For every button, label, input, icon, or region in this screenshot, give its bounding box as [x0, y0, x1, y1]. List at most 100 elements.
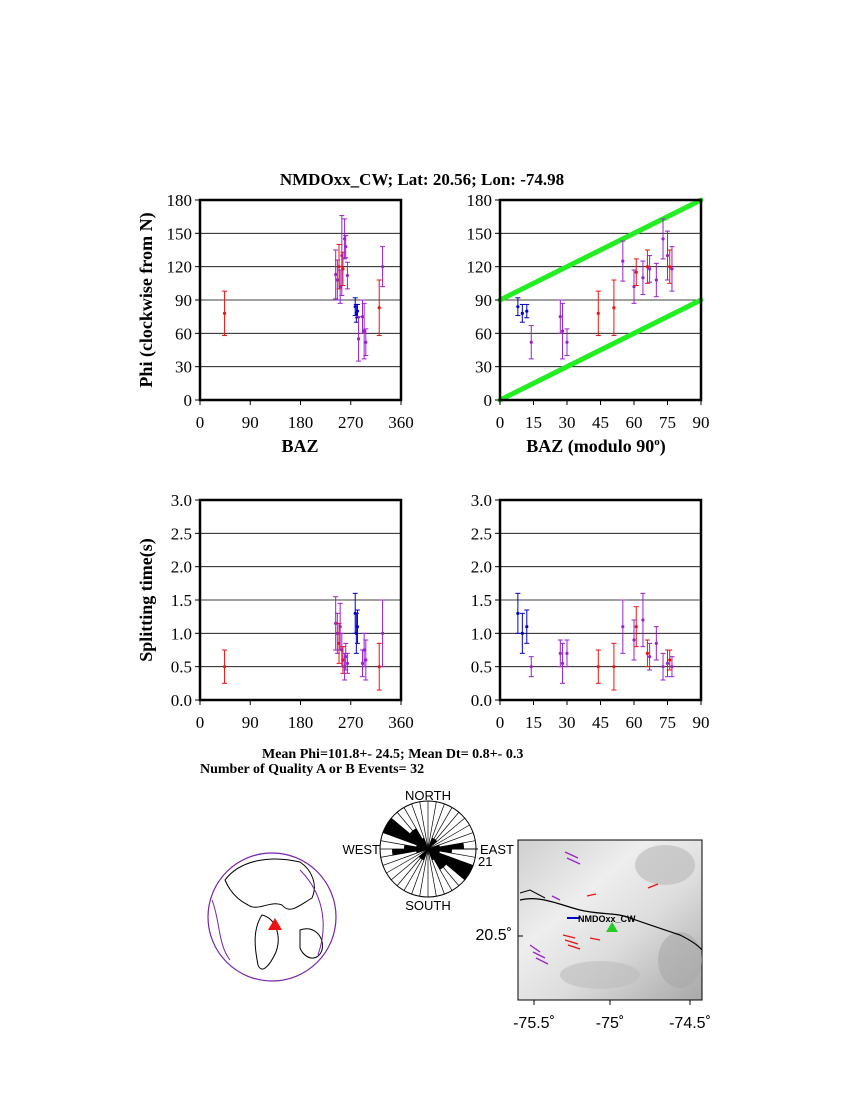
rose-east-label: EAST — [480, 842, 514, 857]
rose-spoke — [427, 824, 470, 850]
globe-coast-north — [224, 858, 315, 910]
regional-map: NMDOxx_CW 20.5˚ -75.5˚ -75˚ -74.5˚ — [476, 839, 711, 1032]
rose-north-label: NORTH — [405, 788, 451, 803]
data-point — [644, 639, 650, 668]
rose-spoke — [419, 848, 429, 897]
dt-ylabel: Splitting time(s) — [136, 538, 157, 662]
map-lon-tick-3: -74.5˚ — [669, 1015, 711, 1032]
y-tick-label: 60 — [175, 324, 192, 343]
data-point — [363, 639, 369, 681]
rose-spoke — [427, 848, 453, 891]
rose-count-label: 21 — [478, 854, 492, 869]
y-tick-label: 120 — [167, 258, 193, 277]
data-point — [361, 302, 367, 360]
y-tick-label: 150 — [167, 224, 193, 243]
rose-spoke — [411, 848, 429, 895]
x-tick-label: 90 — [693, 413, 710, 432]
rose-spoke — [411, 803, 429, 850]
rose-spoke — [396, 848, 429, 886]
data-point — [361, 632, 367, 668]
data-point — [344, 261, 350, 290]
x-tick-label: 0 — [496, 713, 505, 732]
data-point — [354, 609, 360, 644]
data-point — [344, 652, 350, 674]
rose-spoke — [427, 803, 445, 850]
rose-spoke — [427, 848, 460, 886]
baz90-xlabel-sup: o — [654, 436, 660, 448]
data-point — [222, 649, 228, 684]
data-point — [620, 599, 626, 654]
data-point — [519, 303, 525, 323]
data-point — [653, 626, 659, 661]
y-tick-label: 120 — [467, 258, 493, 277]
rose-spoke — [427, 848, 470, 874]
rose-petal — [428, 849, 444, 870]
x-tick-label: 0 — [196, 713, 205, 732]
rose-spoke — [427, 848, 474, 866]
x-tick-label: 0 — [496, 413, 505, 432]
x-tick-label: 360 — [388, 413, 414, 432]
map-station-label: NMDOxx_CW — [578, 914, 636, 924]
data-point — [557, 639, 563, 668]
rose-petal — [386, 818, 428, 849]
rose-spoke — [380, 848, 429, 858]
rose-spoke — [427, 840, 476, 850]
data-point — [647, 255, 653, 283]
data-point — [660, 652, 666, 681]
data-point — [669, 656, 675, 678]
rose-spoke — [427, 848, 437, 897]
dt-baz-panel: 0 90 180 270 360 0.0 0.5 1.0 1.5 2.0 2.5 3.0 — [171, 491, 414, 732]
x-tick-label: 45 — [592, 413, 609, 432]
x-tick-label: 0 — [196, 413, 205, 432]
rose-petal — [382, 825, 428, 849]
data-point — [631, 269, 637, 304]
data-point — [669, 246, 675, 292]
x-tick-label: 30 — [559, 413, 576, 432]
x-tick-label: 90 — [693, 713, 710, 732]
data-point — [631, 619, 637, 661]
phi-baz90-panel: 0 15 30 45 60 75 90 0 30 60 90 120 150 180 — [467, 191, 710, 432]
data-point — [611, 279, 617, 337]
x-tick-label: 60 — [626, 713, 643, 732]
y-tick-label: 1.5 — [471, 591, 492, 610]
data-point — [376, 642, 382, 691]
map-coastline — [519, 898, 703, 951]
stats-line1: Mean Phi=101.8+- 24.5; Mean Dt= 0.8+- 0.… — [262, 747, 523, 762]
data-point — [334, 259, 340, 301]
rose-petal — [428, 849, 470, 880]
data-point — [667, 249, 673, 284]
x-tick-label: 75 — [659, 713, 676, 732]
globe-station-marker — [268, 918, 282, 930]
data-point — [343, 642, 349, 671]
y-tick-label: 2.0 — [171, 558, 192, 577]
x-tick-label: 15 — [525, 413, 542, 432]
x-tick-label: 30 — [559, 713, 576, 732]
rose-spoke — [427, 848, 465, 881]
map-station-marker — [606, 922, 618, 932]
x-tick-label: 90 — [242, 713, 259, 732]
rose-west-label: WEST — [342, 842, 380, 857]
x-tick-label: 180 — [288, 713, 314, 732]
x-tick-label: 75 — [659, 413, 676, 432]
y-tick-label: 30 — [175, 358, 192, 377]
data-point — [557, 299, 563, 334]
y-tick-label: 180 — [167, 191, 193, 210]
data-point — [356, 316, 362, 362]
y-tick-label: 180 — [467, 191, 493, 210]
data-point — [336, 243, 342, 290]
y-tick-label: 3.0 — [171, 491, 192, 510]
rose-spoke — [380, 840, 429, 850]
x-tick-label: 270 — [338, 713, 364, 732]
globe-plate-boundary-1 — [211, 899, 231, 961]
data-point — [337, 602, 343, 651]
data-point — [667, 649, 673, 671]
phi-baz-panel: 0 90 180 270 360 0 30 60 90 120 150 180 — [167, 191, 414, 432]
data-point — [222, 290, 228, 337]
map-split-bars — [529, 851, 659, 965]
data-point — [633, 606, 639, 648]
data-point — [640, 260, 646, 295]
figure-title: NMDOxx_CW; Lat: 20.56; Lon: -74.98 — [280, 170, 564, 189]
x-tick-label: 270 — [338, 413, 364, 432]
rose-spoke — [419, 801, 429, 850]
dt-baz90-panel: 0 15 30 45 60 75 90 0.0 0.5 1.0 1.5 2.0 2.5 3.0 — [471, 491, 710, 732]
